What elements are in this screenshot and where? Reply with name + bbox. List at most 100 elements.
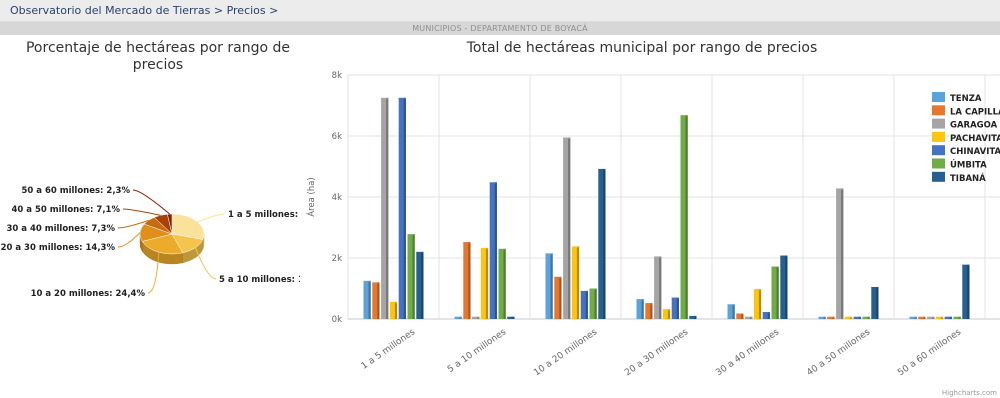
pie-slice-label: 5 a 10 millones: 15,1%	[219, 275, 300, 285]
y-tick-label: 4k	[332, 193, 342, 203]
bar-top	[827, 316, 835, 319]
bar-top	[780, 255, 788, 257]
bar-top	[909, 316, 917, 319]
chart-credits[interactable]: Highcharts.com	[941, 389, 997, 397]
bar[interactable]	[398, 97, 406, 319]
bar[interactable]	[498, 248, 506, 319]
bar[interactable]	[753, 289, 762, 319]
bar[interactable]	[372, 282, 380, 319]
bar-side	[377, 282, 380, 319]
legend-label[interactable]: TIBANÁ	[950, 172, 986, 184]
bar[interactable]	[662, 309, 671, 319]
bar-top	[636, 299, 644, 301]
legend-swatch[interactable]	[932, 118, 945, 129]
breadcrumb[interactable]: Observatorio del Mercado de Tierras > Pr…	[0, 0, 1000, 22]
bar[interactable]	[680, 115, 688, 319]
legend-swatch[interactable]	[932, 92, 945, 102]
legend-swatch[interactable]	[932, 158, 945, 169]
pie-slice-label: 50 a 60 millones: 2,3%	[21, 186, 130, 196]
bar[interactable]	[689, 315, 697, 319]
pie-title-line: precios	[133, 57, 183, 73]
legend-swatch[interactable]	[932, 145, 945, 156]
bar-top	[871, 286, 879, 289]
pie-slice[interactable]	[167, 213, 173, 235]
bar[interactable]	[416, 251, 424, 319]
legend-label[interactable]: GARAGOA	[950, 121, 998, 131]
legend-label[interactable]: ÚMBITA	[950, 159, 987, 171]
bar[interactable]	[871, 286, 879, 319]
x-tick-label: 50 a 60 millones	[896, 327, 963, 378]
bar[interactable]	[389, 301, 398, 319]
y-tick-label: 6k	[332, 132, 342, 142]
bar-side	[967, 264, 970, 319]
bar[interactable]	[545, 253, 553, 319]
bar[interactable]	[554, 276, 562, 319]
bar-side	[785, 255, 788, 319]
bar-top	[853, 316, 861, 319]
y-gridlines	[348, 74, 1000, 320]
bar-side	[650, 303, 653, 319]
bar-side	[568, 137, 571, 319]
bar-top	[918, 316, 926, 319]
bar-top	[745, 316, 753, 319]
bar-top	[862, 316, 870, 319]
pie-slice-label: 20 a 30 millones: 14,3%	[1, 243, 116, 253]
bar[interactable]	[771, 266, 779, 319]
bar-side	[767, 311, 770, 319]
legend-label[interactable]: CHINAVITA	[950, 147, 1000, 157]
bar[interactable]	[407, 234, 415, 319]
bar-top	[671, 297, 679, 300]
bar[interactable]	[762, 311, 770, 319]
legend: TENZA LA CAPILLA GARAGOA PACHAVITA CHINAVITA…	[932, 92, 1000, 184]
bar[interactable]	[489, 182, 497, 319]
bar-top	[935, 316, 944, 319]
bar-top	[689, 315, 697, 318]
bar[interactable]	[836, 188, 844, 319]
legend-swatch[interactable]	[932, 105, 945, 116]
legend-swatch[interactable]	[932, 171, 945, 182]
bar-side	[585, 290, 588, 319]
bar[interactable]	[962, 264, 970, 319]
y-tick-label: 0k	[332, 315, 342, 325]
bar-side	[776, 266, 779, 319]
pie-slice[interactable]	[171, 213, 205, 240]
pie-slice-label: 10 a 20 millones: 24,4%	[31, 289, 146, 299]
bar-top	[463, 242, 471, 244]
bar[interactable]	[780, 255, 788, 319]
bar[interactable]	[580, 290, 588, 319]
bar-side	[368, 280, 371, 319]
bar[interactable]	[654, 256, 662, 319]
bar[interactable]	[727, 304, 735, 319]
bar-top	[818, 316, 826, 319]
legend-label[interactable]: LA CAPILLA	[950, 107, 1000, 117]
bar[interactable]	[571, 246, 580, 319]
bar[interactable]	[589, 288, 597, 320]
bar[interactable]	[636, 299, 644, 319]
bar-top	[589, 288, 597, 290]
bar[interactable]	[363, 280, 371, 319]
bar[interactable]	[736, 313, 744, 319]
bar-side	[758, 289, 762, 319]
legend-label[interactable]: TENZA	[950, 94, 982, 104]
bar[interactable]	[480, 247, 489, 319]
bar-side	[386, 97, 389, 319]
pie-connector	[117, 219, 149, 229]
bar-side	[403, 97, 406, 319]
pie-slice-label: 30 a 40 millones: 7,3%	[6, 224, 115, 234]
bar[interactable]	[463, 242, 471, 319]
bar-top	[753, 289, 762, 291]
pie-slice-label: 40 a 50 millones: 7,1%	[11, 205, 120, 215]
bar[interactable]	[598, 168, 606, 319]
bar[interactable]	[563, 137, 571, 319]
bar[interactable]	[381, 97, 389, 319]
bar-side	[841, 188, 844, 319]
legend-label[interactable]: PACHAVITA	[950, 134, 1000, 144]
pie-chart: Porcentaje de hectáreas por rango deprec…	[1, 40, 300, 299]
legend-swatch[interactable]	[932, 131, 945, 142]
bar-top	[472, 316, 480, 319]
bar-top	[598, 168, 606, 171]
bar[interactable]	[671, 297, 679, 319]
bar[interactable]	[645, 303, 653, 319]
bar-top	[953, 316, 961, 319]
bar-side	[576, 246, 580, 319]
